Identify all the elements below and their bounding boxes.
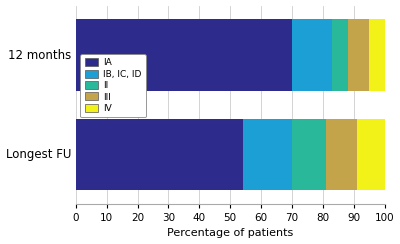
- Bar: [326, 119, 357, 190]
- Legend: IA, IB, IC, ID, II, III, IV: IA, IB, IC, ID, II, III, IV: [80, 54, 146, 117]
- Bar: [76, 119, 242, 190]
- Bar: [76, 20, 292, 91]
- Bar: [292, 20, 332, 91]
- Bar: [242, 119, 292, 190]
- X-axis label: Percentage of patients: Percentage of patients: [167, 228, 293, 238]
- Bar: [292, 119, 326, 190]
- Bar: [348, 20, 369, 91]
- Bar: [332, 20, 348, 91]
- Bar: [357, 119, 385, 190]
- Bar: [369, 20, 385, 91]
